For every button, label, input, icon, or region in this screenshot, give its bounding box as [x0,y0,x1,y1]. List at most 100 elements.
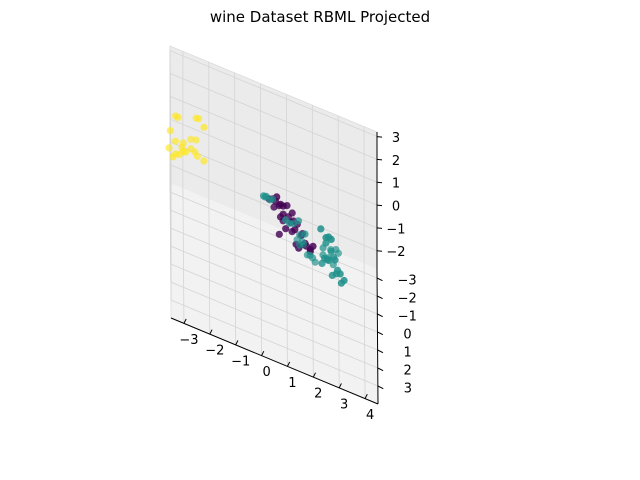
data-point-series-3 [324,254,332,262]
data-point-series-3 [330,253,338,261]
tick-mark [338,383,342,389]
gridline [234,209,237,345]
x-tick-label: 3 [340,397,348,412]
gridline [311,242,314,378]
tick-mark [312,372,317,378]
tick-mark [235,340,239,346]
z-tick-label: −2 [386,245,405,260]
data-point-series-3 [334,249,342,257]
data-point-series-3 [261,193,269,201]
data-point-series-2 [282,225,290,233]
data-point-series-1 [192,114,200,122]
gridline [169,118,378,206]
data-point-series-3 [303,251,311,259]
gridline [170,245,378,333]
y-tick-label: −2 [398,292,417,307]
tick-mark [376,277,383,282]
data-point-series-2 [275,230,283,238]
tick-mark [376,181,383,184]
z-tick-label: 3 [392,131,400,146]
data-point-series-2 [270,203,278,211]
data-point-series-3 [319,251,327,259]
y-tick-label: 1 [403,346,411,361]
tick-mark [364,393,368,399]
gridline [169,50,378,137]
z-tick-label: 0 [392,200,400,215]
tick-mark [377,367,384,372]
z-tick-label: 1 [392,177,400,192]
data-point-series-1 [200,157,208,165]
data-point-series-3 [294,217,303,225]
data-point-series-3 [337,279,345,287]
gridline [286,231,288,367]
chart-title: wine Dataset RBML Projected [210,8,430,26]
gridline [169,141,378,229]
gridline [182,188,185,324]
data-point-series-3 [322,234,330,242]
data-point-series-1 [179,147,187,155]
gridline [363,263,366,399]
data-point-series-1 [171,150,180,158]
data-point-series-1 [165,144,173,152]
tick-mark [377,385,384,390]
x-tick-label: 2 [314,387,322,402]
floor-pane [170,183,378,404]
y-tick-label: 3 [404,382,412,397]
tick-mark [376,204,383,207]
x-tick-label: −3 [179,333,198,348]
x-tick-label: −2 [205,344,224,359]
tick-mark [376,158,383,161]
gridline [170,263,378,351]
data-point-series-3 [311,258,319,266]
y-tick-label: −1 [398,310,417,325]
tick-mark [377,313,383,318]
tick-mark [376,250,383,252]
x-tick-label: 1 [288,376,296,391]
tick-mark [376,295,383,300]
z-tick-label: −1 [386,222,405,237]
data-point-series-1 [192,136,200,144]
back-pane [170,46,377,269]
tick-mark [261,350,265,356]
gridline [169,191,378,279]
data-point-series-1 [193,152,201,160]
gridline [208,199,211,335]
data-point-series-1 [179,139,187,147]
tick-mark [286,361,291,367]
tick-mark [183,318,187,324]
y-tick-label: 2 [404,364,412,379]
data-point-series-1 [187,145,195,153]
y-tick-label: −3 [398,274,417,289]
gridline [260,220,262,356]
data-point-series-3 [327,246,335,254]
x-tick-label: −1 [231,354,250,369]
data-point-series-1 [171,112,180,120]
gridline [170,281,378,369]
tick-mark [209,329,213,335]
data-point-series-3 [282,216,290,224]
x-tick-label: 0 [262,365,270,380]
y-axis-line [376,268,379,405]
data-point-series-3 [299,240,308,248]
gridline [170,299,379,387]
data-point-series-1 [166,127,174,135]
data-point-series-1 [171,137,179,145]
data-point-series-2 [288,228,296,236]
tick-mark [376,227,383,229]
gridline [169,73,378,160]
tick-mark [377,331,384,336]
tick-mark [376,136,383,138]
data-point-series-3 [317,225,325,233]
z-tick-label: 2 [392,154,400,169]
data-point-series-3 [301,230,309,238]
pane-edge [169,45,378,133]
data-point-series-3 [293,236,301,244]
tick-mark [377,349,384,354]
gridline [169,50,172,186]
gridline [169,95,378,183]
data-point-series-3 [328,271,336,279]
data-point-series-3 [329,261,337,269]
data-point-series-2 [283,202,291,210]
